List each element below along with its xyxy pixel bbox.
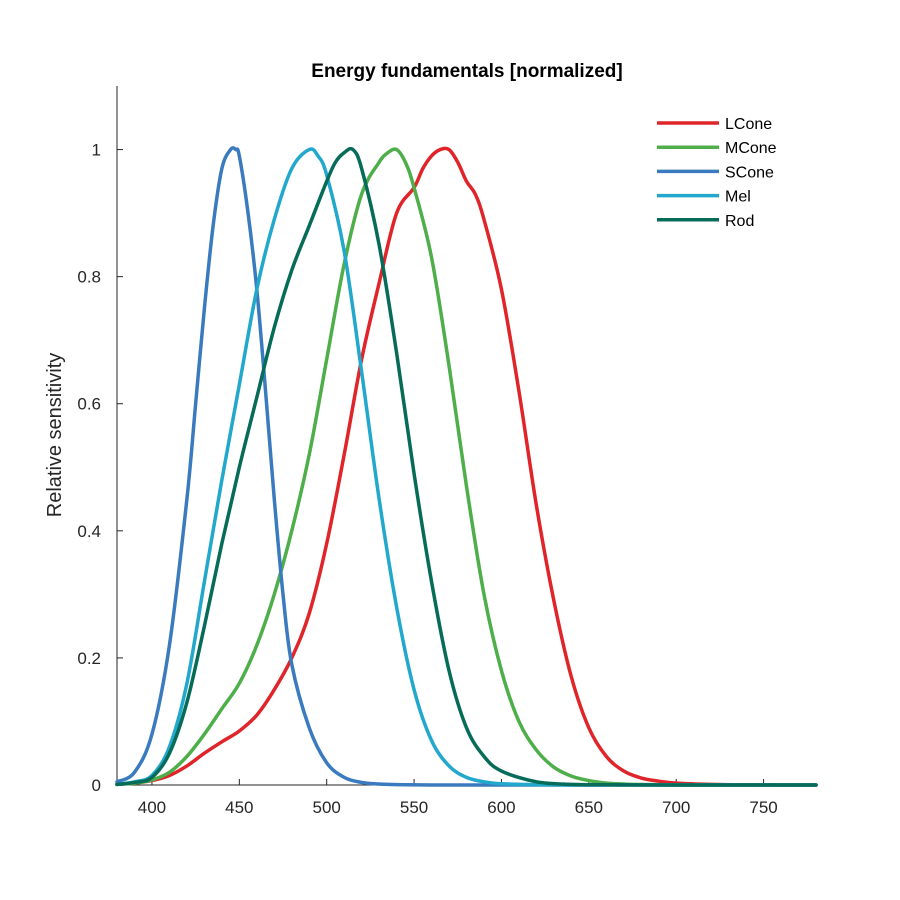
- chart-title: Energy fundamentals [normalized]: [311, 61, 622, 82]
- y-tick-label: 0.2: [77, 649, 101, 668]
- x-tick-label: 750: [749, 798, 777, 817]
- x-tick-label: 650: [575, 798, 603, 817]
- x-tick-label: 400: [138, 798, 166, 817]
- legend-label-mcone: MCone: [725, 140, 777, 157]
- y-axis-label: Relative sensitivity: [44, 353, 66, 518]
- series-line-lcone: [115, 146, 818, 787]
- y-tick-label: 1: [92, 141, 101, 160]
- legend-label-scone: SCone: [725, 164, 774, 181]
- series-line-scone: [115, 146, 818, 787]
- plot-lines: [115, 146, 818, 787]
- series-line-rod: [115, 146, 818, 787]
- x-tick-label: 600: [487, 798, 515, 817]
- legend-label-lcone: LCone: [725, 116, 772, 133]
- x-tick-label: 450: [225, 798, 253, 817]
- y-tick-label: 0.8: [77, 268, 101, 287]
- y-tick-label: 0.6: [77, 395, 101, 414]
- y-tick-label: 0: [92, 776, 101, 795]
- x-tick-label: 550: [400, 798, 428, 817]
- axes: 400 450 500 550 600 650 700 750 0 0.2 0.4 0.6 0.8 1: [77, 86, 816, 817]
- series-line-mcone: [115, 147, 818, 787]
- x-tick-label: 500: [313, 798, 341, 817]
- series-line-mel: [115, 147, 818, 787]
- x-tick-label: 700: [662, 798, 690, 817]
- legend-label-rod: Rod: [725, 213, 754, 230]
- legend: LCone MCone SCone Mel Rod: [657, 116, 777, 230]
- y-tick-label: 0.4: [77, 522, 101, 541]
- legend-label-mel: Mel: [725, 189, 751, 206]
